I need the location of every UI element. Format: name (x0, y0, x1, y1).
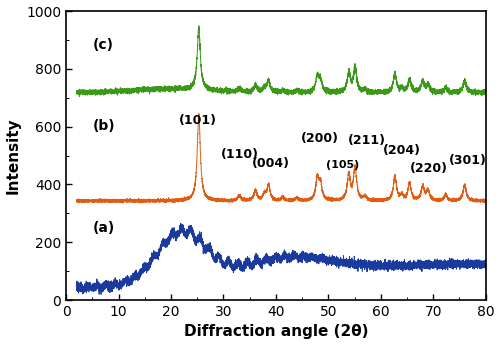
Text: (200): (200) (301, 132, 339, 145)
Text: (a): (a) (92, 221, 114, 235)
Text: (c): (c) (92, 38, 114, 52)
Y-axis label: Intensity: Intensity (6, 117, 20, 194)
Text: (105): (105) (326, 160, 359, 170)
Text: (301): (301) (449, 154, 487, 167)
Text: (204): (204) (384, 144, 422, 157)
Text: (004): (004) (252, 157, 290, 170)
Text: (b): (b) (92, 119, 115, 132)
X-axis label: Diffraction angle (2θ): Diffraction angle (2θ) (184, 324, 368, 339)
Text: (110): (110) (221, 148, 259, 161)
Text: (220): (220) (410, 162, 448, 175)
Text: (101): (101) (179, 114, 217, 127)
Text: (211): (211) (348, 134, 386, 147)
